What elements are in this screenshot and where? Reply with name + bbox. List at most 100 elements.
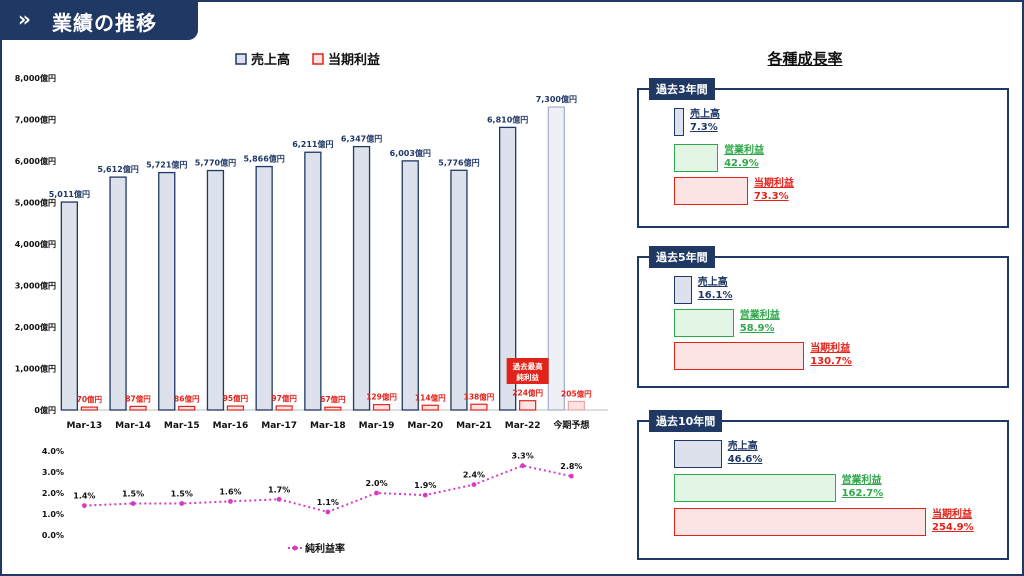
growth-label-net: 当期利益 254.9% [932,508,974,534]
growth-item-name: 売上高 [697,277,728,288]
profit-data-label: 129億円 [366,392,397,402]
margin-point [325,509,331,515]
profit-bar [519,400,537,411]
x-tick-label: Mar-21 [456,421,492,431]
growth-item-value: 42.9% [724,158,759,169]
profit-bar [421,404,439,411]
margin-point [520,463,526,469]
sales-bar [304,151,322,411]
sales-bar [206,169,225,411]
margin-point [228,499,233,504]
sales-data-label: 5,776億円 [438,157,479,167]
margin-data-label: 2.4% [463,471,485,480]
margin-point [81,503,87,508]
margin-y-tick-label: 1.0% [42,510,64,519]
profit-data-label: 224億円 [512,388,543,398]
margin-data-label: 1.1% [317,498,339,507]
profit-data-label: 86億円 [174,393,200,403]
growth-item-value: 130.7% [810,356,852,367]
x-tick-label: Mar-16 [213,421,249,431]
margin-data-label: 1.9% [414,481,436,490]
margin-point [568,473,574,479]
profit-bar [226,405,245,411]
margin-data-label: 2.0% [365,479,387,488]
growth-bar-net [674,342,805,370]
panel-tag-3y: 過去3年間 [649,78,715,100]
profit-data-label: 97億円 [271,393,297,403]
sales-data-label: 6,347億円 [341,134,382,144]
margin-y-tick-label: 3.0% [42,468,64,477]
profit-bar [178,405,196,411]
profit-data-label: 87億円 [125,393,151,403]
profit-data-label: 70億円 [77,394,103,404]
legend-label-margin: 純利益率 [305,542,345,555]
y-tick-label: 2,000億円 [15,322,56,332]
sales-bar [158,171,176,411]
growth-bar-sales [674,276,692,304]
sales-data-label: 7,300億円 [536,94,577,104]
margin-point [179,501,185,506]
growth-item-value: 16.1% [697,290,733,301]
record-high-callout [506,358,549,384]
growth-item-value: 46.6% [727,454,763,465]
margin-y-tick-label: 2.0% [42,489,64,498]
x-tick-label: 今期予想 [552,419,589,431]
growth-bar-net [674,508,926,536]
header-banner: » 業績の推移 [0,0,198,40]
growth-item-value: 254.9% [932,522,974,533]
x-tick-label: Mar-18 [310,421,346,431]
x-tick-label: Mar-13 [66,421,102,431]
legend-label-sales: 売上高 [251,52,290,68]
y-tick-label: 7,000億円 [15,115,56,125]
sales-profit-chart: 売上高 当期利益 0億円 1,000億円 2,000億円 3,000億円 4,000億円… [15,52,608,555]
margin-y-tick-label: 0.0% [42,531,64,540]
margin-point [422,492,428,498]
profit-bar [324,406,342,411]
growth-item-value: 162.7% [841,488,884,499]
x-tick-label: Mar-22 [505,421,541,431]
margin-data-label: 1.7% [268,485,290,494]
sales-bar [498,126,517,411]
profit-data-label: 95億円 [223,393,249,403]
chart-legend: 売上高 当期利益 [235,52,380,68]
profit-data-label: 138億円 [464,391,495,401]
margin-y-tick-label: 4.0% [42,447,64,456]
x-tick-label: Mar-20 [407,421,443,431]
sales-data-label: 6,211億円 [292,139,333,149]
profit-bar [275,405,293,411]
profit-bar [129,405,147,411]
panel-tag-10y: 過去10年間 [649,410,723,432]
callout-line-2: 純利益 [516,372,539,382]
margin-data-label: 1.5% [171,490,193,499]
growth-label-net: 当期利益 73.3% [754,177,794,203]
sales-bar [401,160,419,411]
profit-bar [372,404,391,411]
y-tick-label: 6,000億円 [15,156,56,166]
profit-data-label: 114億円 [415,392,446,402]
margin-legend: 純利益率 [288,542,345,555]
growth-item-value: 73.3% [753,191,789,202]
margin-point [374,490,379,496]
sales-bar [109,176,127,411]
sales-bar [352,145,371,411]
growth-item-name: 当期利益 [753,178,794,189]
profit-bar [567,400,585,411]
profit-bar [470,403,488,411]
y-tick-label: 4,000億円 [15,239,56,249]
growth-item-value: 58.9% [739,323,775,334]
y-tick-label: 3,000億円 [15,281,56,291]
y-tick-label: 1,000億円 [15,364,56,374]
panel-tag-5y: 過去5年間 [649,246,715,268]
sales-data-label: 6,810億円 [487,114,528,124]
profit-data-label: 205億円 [561,388,592,398]
growth-item-name: 当期利益 [810,343,851,354]
x-tick-label: Mar-15 [164,421,200,431]
x-tick-label: Mar-14 [115,421,151,431]
sales-bar [547,106,565,411]
growth-item-name: 営業利益 [724,145,765,156]
margin-data-label: 1.6% [219,487,241,496]
growth-item-name: 売上高 [690,109,720,120]
y-tick-label: 5,000億円 [15,198,56,208]
growth-item-name: 当期利益 [932,509,972,520]
